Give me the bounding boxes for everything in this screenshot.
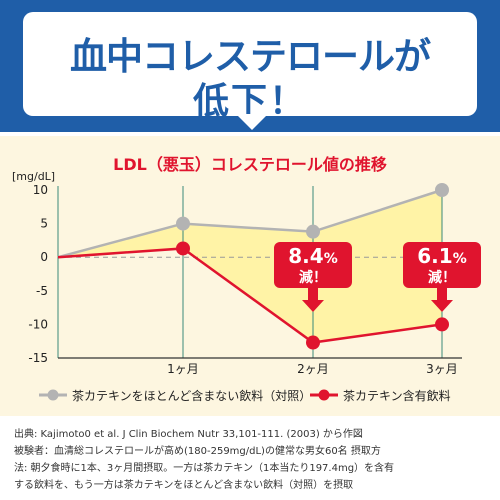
legend-catechin-marker (310, 389, 338, 401)
y-tick-label: 5 (40, 217, 48, 231)
catechin-data-point (306, 335, 320, 350)
headline-card: 血中コレステロールが 低下！ (23, 12, 477, 122)
callout-box (403, 242, 481, 288)
catechin-series-line (57, 247, 443, 344)
callout-label: 減！ (428, 269, 456, 286)
reduction-callout: 6.1%減！ (403, 242, 481, 312)
legend-control-marker (39, 389, 67, 401)
reduction-callout: 8.4%減！ (274, 242, 352, 312)
chart-panel: LDL（悪玉）コレステロール値の推移 [mg/dL] 10 5 0 -5 -10 -15 1ヶ月… (0, 136, 500, 416)
callout-arrow-shaft (308, 288, 318, 300)
callout-arrow-head (431, 300, 453, 312)
footnote-line: 出典: Kajimoto0 et al. J Clin Biochem Nutr… (14, 429, 363, 440)
headline-pointer (236, 114, 268, 130)
y-tick-label: 0 (40, 250, 48, 264)
legend-control-label: 茶カテキンをほとんど含まない飲料（対照） (72, 389, 312, 403)
x-tick-label: 1ヶ月 (167, 362, 199, 376)
header-banner: 血中コレステロールが 低下！ (0, 0, 500, 132)
y-axis-label: [mg/dL] (12, 170, 55, 183)
y-tick-label: -5 (36, 284, 48, 298)
callout-box (274, 242, 352, 288)
callout-arrow-shaft (437, 288, 447, 300)
y-tick-label: -15 (28, 351, 48, 365)
control-data-point (306, 224, 320, 239)
footnote: 出典: Kajimoto0 et al. J Clin Biochem Nutr… (14, 426, 492, 494)
catechin-data-point (176, 241, 190, 256)
callout-percent: 8.4% (288, 244, 337, 268)
x-tick-label: 2ヶ月 (297, 362, 329, 376)
callout-arrow-head (302, 300, 324, 312)
control-data-point (435, 183, 449, 197)
ldl-chart: LDL（悪玉）コレステロール値の推移 [mg/dL]10 5 0 -5 -10 -15 1ヶ月… (12, 155, 481, 376)
footnote-line: 被験者：血清総コレステロールが高め(180-259mg/dL)の健常な男女60名… (14, 446, 381, 457)
control-series-line (57, 188, 443, 259)
control-data-point (176, 216, 190, 231)
callout-percent: 6.1% (417, 244, 466, 268)
difference-area (58, 190, 442, 343)
y-tick-label: -10 (28, 317, 48, 331)
callout-label: 減！ (299, 269, 327, 286)
headline-line1: 血中コレステロールが (70, 35, 431, 78)
y-tick-label: 10 (33, 183, 48, 197)
legend-catechin-label: 茶カテキン含有飲料 (343, 389, 451, 403)
footnote-line: する飲料を、もう一方は茶カテキンをほとんど含まない飲料（対照）を摂取 (14, 480, 354, 491)
footnote-line: 法: 朝夕食時に1本、3ヶ月間摂取。一方は茶カテキン（1本当たり197.4mg）… (14, 463, 395, 474)
catechin-data-point (435, 317, 449, 332)
x-tick-label: 3ヶ月 (426, 362, 458, 376)
chart-title: LDL（悪玉）コレステロール値の推移 (113, 155, 387, 174)
